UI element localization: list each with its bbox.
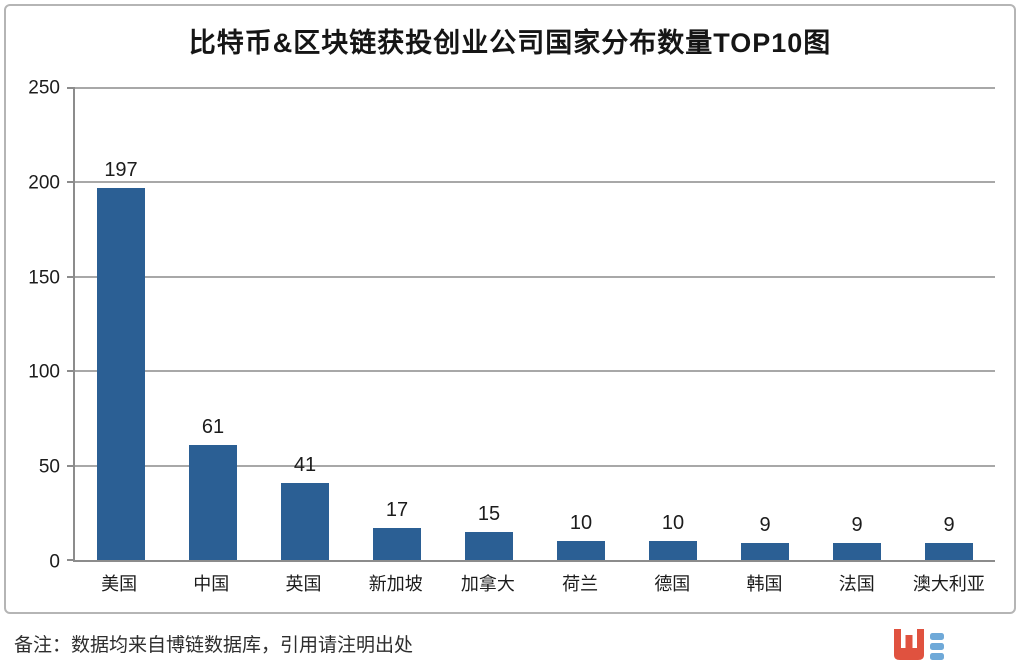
x-tick-label-韩国: 韩国 bbox=[746, 574, 783, 594]
gridline-200 bbox=[75, 181, 995, 184]
gridline-50 bbox=[75, 464, 995, 467]
x-tick-label-新加坡: 新加坡 bbox=[368, 574, 423, 594]
bar-value-label: 9 bbox=[851, 514, 863, 537]
bar-value-label: 17 bbox=[385, 498, 409, 521]
footer-note: 备注：数据均来自博链数据库，引用请注明出处 bbox=[14, 635, 414, 656]
gridline-250 bbox=[75, 87, 995, 89]
y-tick-50 bbox=[67, 464, 75, 467]
x-tick-label-英国: 英国 bbox=[285, 574, 322, 594]
gridline-150 bbox=[75, 275, 995, 278]
bar-value-label: 10 bbox=[661, 512, 685, 535]
bolian-logo bbox=[894, 629, 946, 662]
bar-value-label: 41 bbox=[293, 453, 317, 476]
chart-title: 比特币&区块链获投创业公司国家分布数量TOP10图 bbox=[188, 28, 832, 58]
bar-slot-德国: 10 bbox=[627, 88, 719, 560]
bar-中国 bbox=[189, 444, 237, 560]
bar-slot-英国: 41 bbox=[259, 88, 351, 560]
y-tick-0 bbox=[67, 559, 75, 561]
y-tick-200 bbox=[67, 181, 75, 184]
bar-澳大利亚 bbox=[925, 543, 973, 560]
gridline-100 bbox=[75, 370, 995, 373]
bar-value-label: 9 bbox=[759, 514, 771, 537]
x-tick-label-荷兰: 荷兰 bbox=[562, 574, 599, 594]
bar-美国 bbox=[97, 188, 145, 560]
y-tick-150 bbox=[67, 275, 75, 278]
bar-英国 bbox=[281, 482, 329, 560]
y-tick-label-250: 250 bbox=[28, 77, 60, 99]
x-tick-label-澳大利亚: 澳大利亚 bbox=[912, 574, 985, 594]
bar-slot-中国: 61 bbox=[167, 88, 259, 560]
bar-slot-荷兰: 10 bbox=[535, 88, 627, 560]
bar-德国 bbox=[649, 541, 697, 560]
x-tick-label-美国: 美国 bbox=[101, 574, 138, 594]
x-tick-label-加拿大: 加拿大 bbox=[460, 574, 515, 594]
bar-slot-澳大利亚: 9 bbox=[903, 88, 995, 560]
bar-value-label: 10 bbox=[569, 512, 593, 535]
bar-加拿大 bbox=[465, 531, 513, 560]
x-tick-label-德国: 德国 bbox=[654, 574, 691, 594]
y-tick-250 bbox=[67, 87, 75, 89]
y-tick-label-50: 50 bbox=[38, 456, 60, 478]
x-tick-label-法国: 法国 bbox=[838, 574, 875, 594]
bar-荷兰 bbox=[557, 541, 605, 560]
bar-series: 197 61 41 17 15 10 10 9 9 9 bbox=[75, 88, 995, 560]
bar-value-label: 9 bbox=[943, 514, 955, 537]
bar-value-label: 197 bbox=[104, 159, 138, 182]
y-tick-label-100: 100 bbox=[28, 361, 60, 383]
bar-slot-新加坡: 17 bbox=[351, 88, 443, 560]
bar-value-label: 61 bbox=[201, 415, 225, 438]
y-tick-label-150: 150 bbox=[28, 267, 60, 289]
x-tick-label-中国: 中国 bbox=[193, 574, 230, 594]
x-axis-labels: 美国 中国 英国 新加坡 加拿大 荷兰 德国 韩国 法国 澳大利亚 bbox=[73, 570, 995, 596]
bar-value-label: 15 bbox=[477, 502, 501, 525]
bar-新加坡 bbox=[373, 527, 421, 560]
bar-slot-加拿大: 15 bbox=[443, 88, 535, 560]
y-tick-label-200: 200 bbox=[28, 172, 60, 194]
logo-w-icon bbox=[894, 629, 944, 660]
bar-slot-韩国: 9 bbox=[719, 88, 811, 560]
y-tick-label-0: 0 bbox=[49, 551, 60, 573]
bar-slot-美国: 197 bbox=[75, 88, 167, 560]
y-tick-100 bbox=[67, 370, 75, 373]
y-axis-labels: 0 50 100 150 200 250 bbox=[6, 79, 66, 572]
plot-area: 197 61 41 17 15 10 10 9 9 9 bbox=[67, 87, 995, 562]
bar-法国 bbox=[833, 543, 881, 560]
bar-slot-法国: 9 bbox=[811, 88, 903, 560]
chart-frame: 比特币&区块链获投创业公司国家分布数量TOP10图 0 50 100 150 200 25… bbox=[4, 4, 1016, 614]
bar-韩国 bbox=[741, 543, 789, 560]
